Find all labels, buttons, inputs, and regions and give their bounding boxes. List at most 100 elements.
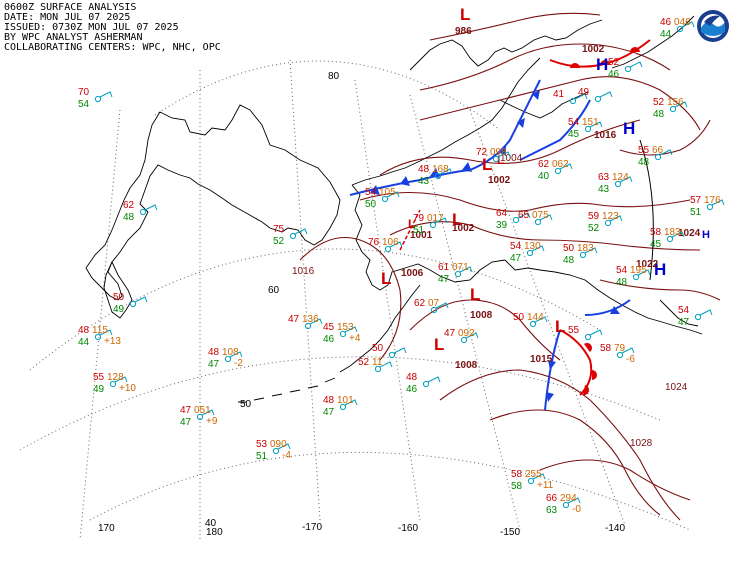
- station-pressure-tendency: -2: [234, 358, 243, 369]
- station-circle-icon: [512, 216, 520, 224]
- low-pressure-symbol: L: [452, 210, 462, 229]
- lon-label: -150: [500, 527, 520, 538]
- lon-label: -160: [398, 523, 418, 534]
- pressure-value: 986: [455, 26, 472, 37]
- wind-barb-icon: [459, 266, 473, 273]
- lat-label: 80: [328, 71, 340, 82]
- station-plot: 62 07: [414, 298, 449, 314]
- station-plot: 65 075: [518, 210, 553, 226]
- station-pressure: 106: [382, 237, 399, 248]
- pressure-value: 1016: [594, 130, 617, 141]
- station-circle-icon: [492, 155, 500, 163]
- station-circle-icon: [584, 333, 592, 341]
- station-circle-icon: [526, 249, 534, 257]
- station-pressure: 115: [92, 325, 108, 336]
- station-circle-icon: [384, 245, 392, 253]
- station-temperature: 61: [438, 262, 450, 273]
- station-dewpoint: 46: [406, 384, 418, 395]
- low-pressure-symbol: L: [497, 153, 504, 167]
- station-pressure: 79: [614, 343, 626, 354]
- noaa-logo: [697, 10, 729, 42]
- station-pressure: 144: [527, 312, 544, 323]
- station-pressure: 136: [302, 314, 319, 325]
- station-circle-icon: [196, 413, 204, 421]
- map-analyst: BY WPC ANALYST ASHERMAN: [4, 32, 143, 43]
- station-circle-icon: [554, 167, 562, 175]
- station-pressure: 075: [532, 210, 549, 221]
- pressure-value: 1001: [410, 230, 433, 241]
- station-pressure: 183: [577, 243, 594, 254]
- lat-label: 50: [240, 399, 252, 410]
- station-circle-icon: [694, 313, 702, 321]
- pressure-value: 1008: [470, 310, 493, 321]
- wind-barb-icon: [534, 316, 548, 323]
- high-pressure-symbol: H: [702, 229, 710, 241]
- station-pressure: 07: [428, 298, 440, 309]
- station-pressure: 101: [337, 395, 354, 406]
- station-pressure: 098: [490, 147, 507, 158]
- station-dewpoint: 48: [638, 157, 650, 168]
- low-pressure-symbol: L: [460, 5, 470, 24]
- lon-label: 180: [206, 527, 223, 538]
- station-temperature: 54: [678, 305, 690, 316]
- station-pressure: 183: [664, 227, 681, 238]
- wind-barb-icon: [427, 376, 441, 383]
- station-dewpoint: 48: [563, 255, 575, 266]
- wind-barb-icon: [386, 191, 400, 198]
- lat-label: 60: [268, 285, 280, 296]
- pressure-value: 1004: [500, 153, 523, 164]
- grid-labels: 80 60 50 40 170 180 -170 -160 -150 -140: [98, 71, 625, 538]
- station-pressure: 294: [560, 493, 577, 504]
- station-dewpoint: 48: [653, 109, 665, 120]
- wind-barb-icon: [711, 199, 725, 206]
- station-dewpoint: 40: [538, 171, 550, 182]
- station-temperature: 65: [518, 210, 530, 221]
- station-plot: 52 11: [358, 357, 393, 373]
- map-centers: COLLABORATING CENTERS: WPC, NHC, OPC: [4, 42, 221, 53]
- wind-barb-icon: [674, 101, 688, 108]
- wind-barb-icon: [589, 329, 603, 336]
- station-circle-icon: [460, 336, 468, 344]
- station-pressure-tendency: +13: [104, 336, 121, 347]
- station-temperature: 47: [444, 328, 456, 339]
- station-circle-icon: [224, 355, 232, 363]
- wind-barb-icon: [567, 497, 581, 504]
- low-pressure-symbol: L: [555, 317, 565, 336]
- station-circle-icon: [339, 330, 347, 338]
- pressure-value: 1002: [452, 223, 475, 234]
- wind-barb-icon: [637, 269, 651, 276]
- station-circle-icon: [676, 25, 684, 33]
- wind-barb-icon: [589, 121, 603, 128]
- station-dewpoint: 50: [365, 199, 377, 210]
- station-temperature: 53: [256, 439, 268, 450]
- station-circle-icon: [624, 65, 632, 73]
- map-issued: ISSUED: 0730Z MON JUL 07 2025: [4, 22, 179, 33]
- wind-barb-icon: [229, 351, 243, 358]
- station-circle-icon: [381, 195, 389, 203]
- station-pressure: 66: [652, 145, 664, 156]
- pressure-value: 1015: [530, 354, 553, 365]
- lat-label: 40: [205, 518, 217, 529]
- station-pressure: 092: [458, 328, 475, 339]
- station-plot: 50 144: [513, 312, 548, 328]
- station-temperature: 47: [180, 405, 192, 416]
- station-circle-icon: [632, 273, 640, 281]
- isobar-labels: 1016 1024 1028: [292, 266, 688, 449]
- wind-barb-icon: [599, 91, 613, 98]
- wind-barb-icon: [144, 204, 158, 211]
- station-plot: 58 79-6: [600, 343, 635, 365]
- station-circle-icon: [388, 351, 396, 359]
- station-dewpoint: 48: [616, 277, 628, 288]
